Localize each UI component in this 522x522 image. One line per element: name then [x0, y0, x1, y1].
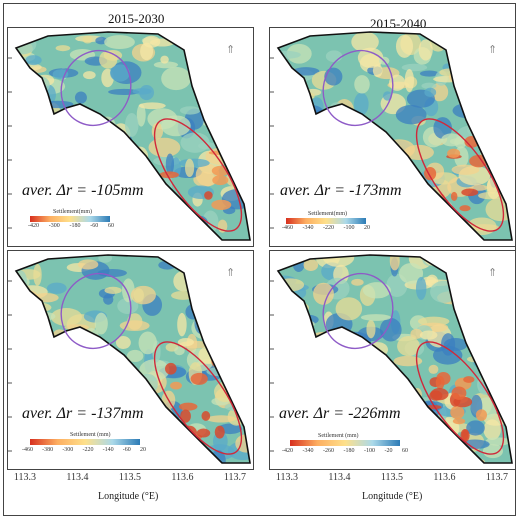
colorbar-tick: -300: [62, 447, 74, 453]
study-area-outline: [14, 254, 251, 464]
panel-title-1: 2015-2030: [108, 11, 165, 26]
map-svg-1: [8, 31, 251, 241]
colorbar-tick: -220: [323, 225, 334, 231]
colorbar-1: [30, 216, 110, 222]
colorbar-tick: -140: [102, 447, 114, 453]
colorbar-title-1: Settlement(mm): [53, 209, 92, 215]
settlement-field: [278, 32, 512, 240]
colorbar-tick: -260: [323, 448, 334, 454]
purple-ellipse-highlight: [60, 272, 132, 350]
map-svg-2: [270, 31, 513, 241]
map-svg-3: [8, 254, 251, 464]
north-arrow-icon: ⇑: [226, 266, 236, 279]
north-arrow-icon: ⇑: [226, 43, 236, 56]
colorbar-ticks-3: -460 -380 -300 -220 -140 -60 20: [22, 447, 146, 453]
colorbar-tick: -420: [28, 223, 39, 229]
map-panel-3: [7, 250, 254, 470]
map-panel-1: [7, 27, 254, 247]
colorbar-tick: -180: [343, 448, 355, 454]
settlement-field: [16, 32, 250, 240]
colorbar-4: [290, 440, 400, 446]
colorbar-2: [286, 218, 366, 224]
longitude-tick: 113.3: [275, 472, 299, 483]
aver-label-3: aver. Δr = -137mm: [22, 405, 144, 422]
colorbar-ticks-4: -420 -340 -260 -180 -100 -20 60: [282, 448, 408, 454]
longitude-tick: 113.5: [118, 472, 142, 483]
aver-label-2: aver. Δr = -173mm: [280, 182, 402, 199]
colorbar-tick: 20: [139, 447, 146, 453]
map-panel-4: [269, 250, 516, 470]
longitude-tick: 113.4: [66, 472, 89, 483]
red-ellipse-highlight: [415, 341, 505, 455]
longitude-tick: 113.6: [171, 472, 194, 483]
colorbar-tick: -460: [22, 447, 33, 453]
red-ellipse-highlight: [153, 341, 243, 455]
colorbar-tick: -100: [343, 225, 355, 231]
longitude-tick: 113.5: [380, 472, 404, 483]
study-area-outline: [276, 31, 513, 241]
map-panel-2: [269, 27, 516, 247]
x-axis-label-left: Longitude (°E): [98, 491, 159, 502]
colorbar-tick: -20: [384, 448, 393, 454]
longitude-tick: 113.6: [433, 472, 456, 483]
longitude-tick: 113.7: [223, 472, 247, 483]
colorbar-tick: -300: [48, 223, 60, 229]
colorbar-tick: -220: [82, 447, 94, 453]
longitude-tick: 113.3: [13, 472, 37, 483]
purple-ellipse-highlight: [322, 49, 394, 127]
settlement-field: [278, 255, 512, 463]
colorbar-title-3: Settlement (mm): [70, 432, 111, 438]
settlement-field: [16, 255, 250, 463]
colorbar-tick: -460: [282, 225, 293, 231]
red-ellipse-highlight: [153, 118, 243, 232]
colorbar-title-2: Settlement(mm): [308, 211, 347, 217]
red-ellipse-highlight: [415, 118, 505, 232]
colorbar-tick: -100: [364, 448, 375, 454]
colorbar-tick: -380: [42, 447, 54, 453]
colorbar-tick: -60: [122, 447, 131, 453]
map-svg-4: [270, 254, 513, 464]
colorbar-tick: -180: [69, 223, 81, 229]
colorbar-tick: -340: [302, 448, 314, 454]
longitude-ticks-right: 113.3 113.4 113.5 113.6 113.7: [269, 472, 516, 486]
study-area-outline: [276, 254, 513, 464]
colorbar-tick: 60: [108, 223, 114, 229]
aver-label-1: aver. Δr = -105mm: [22, 182, 144, 199]
longitude-tick: 113.4: [328, 472, 351, 483]
colorbar-ticks-2: -460 -340 -220 -100 20: [282, 225, 370, 231]
aver-label-4: aver. Δr = -226mm: [279, 405, 401, 422]
colorbar-tick: -420: [282, 448, 293, 454]
colorbar-3: [30, 439, 140, 445]
colorbar-tick: 60: [402, 448, 408, 454]
colorbar-ticks-1: -420 -300 -180 -60 60: [28, 223, 114, 229]
north-arrow-icon: ⇑: [488, 43, 498, 56]
purple-ellipse-highlight: [60, 49, 132, 127]
colorbar-tick: -60: [90, 223, 99, 229]
north-arrow-icon: ⇑: [488, 266, 498, 279]
colorbar-tick: -340: [302, 225, 314, 231]
study-area-outline: [14, 31, 251, 241]
longitude-ticks-left: 113.3 113.4 113.5 113.6 113.7: [7, 472, 254, 486]
colorbar-title-4: Settlement (mm): [318, 433, 359, 439]
purple-ellipse-highlight: [322, 272, 394, 350]
longitude-tick: 113.7: [485, 472, 509, 483]
colorbar-tick: 20: [364, 225, 370, 231]
x-axis-label-right: Longitude (°E): [362, 491, 423, 502]
